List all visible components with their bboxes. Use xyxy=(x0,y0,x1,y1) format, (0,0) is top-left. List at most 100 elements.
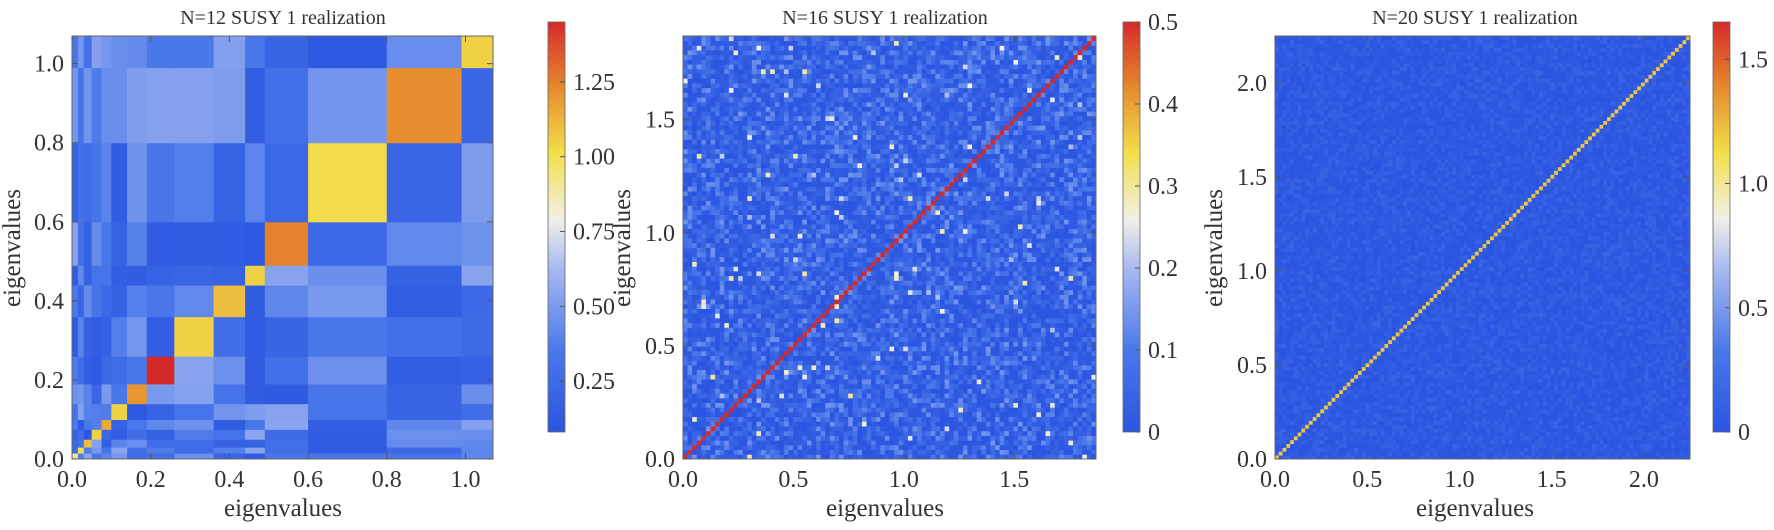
heatmap-cell xyxy=(976,416,982,422)
heatmap-cell xyxy=(990,341,996,347)
heatmap-cell xyxy=(1040,407,1046,413)
heatmap-cell xyxy=(861,219,867,225)
heatmap-cell xyxy=(733,275,739,281)
heatmap-cell xyxy=(788,294,794,300)
heatmap-cell xyxy=(696,444,702,450)
heatmap-cell xyxy=(999,252,1005,258)
heatmap-cell xyxy=(715,219,721,225)
heatmap-cell xyxy=(861,360,867,366)
heatmap-cell xyxy=(761,341,766,347)
heatmap-cell xyxy=(1082,219,1088,225)
heatmap-cell xyxy=(802,416,808,422)
heatmap-cell xyxy=(990,346,996,352)
heatmap-cell xyxy=(875,374,881,380)
heatmap-cell xyxy=(1022,421,1028,427)
heatmap-cell xyxy=(770,261,776,267)
heatmap-cell xyxy=(705,407,711,413)
heatmap-cell xyxy=(765,261,771,267)
heatmap-cell xyxy=(939,421,945,427)
heatmap-cell xyxy=(843,374,849,380)
heatmap-cell xyxy=(733,365,739,371)
heatmap-cell xyxy=(875,219,881,225)
heatmap-cell xyxy=(692,444,698,450)
heatmap-cell xyxy=(1068,393,1074,399)
heatmap-cell xyxy=(848,214,854,220)
heatmap-cell xyxy=(728,280,734,286)
heatmap-cell xyxy=(1073,271,1079,277)
heatmap-cell xyxy=(917,299,923,305)
heatmap-cell xyxy=(1086,332,1092,338)
heatmap-cell xyxy=(728,313,734,319)
heatmap-cell xyxy=(921,252,927,258)
heatmap-cell xyxy=(1073,449,1079,455)
heatmap-cell xyxy=(797,440,803,446)
heatmap-cell xyxy=(742,444,748,450)
heatmap-cell xyxy=(724,318,730,324)
heatmap-cell xyxy=(1063,402,1069,408)
heatmap-cell xyxy=(747,242,753,248)
heatmap-cell xyxy=(765,294,771,300)
heatmap-cell xyxy=(1054,365,1060,371)
heatmap-cell xyxy=(719,365,725,371)
heatmap-cell xyxy=(1036,393,1042,399)
heatmap-cell xyxy=(921,327,927,333)
heatmap-cell xyxy=(724,449,730,455)
heatmap-cell xyxy=(1054,318,1060,324)
heatmap-cell xyxy=(761,224,766,230)
heatmap-cell xyxy=(972,285,978,291)
heatmap-cell xyxy=(1050,397,1056,403)
heatmap-cell xyxy=(1073,393,1079,399)
heatmap-cell xyxy=(985,228,991,234)
heatmap-cell xyxy=(1031,374,1037,380)
heatmap-cell xyxy=(386,403,463,420)
heatmap-cell xyxy=(751,426,757,432)
heatmap-cell xyxy=(774,271,780,277)
heatmap-cell xyxy=(751,435,757,441)
heatmap-cell xyxy=(751,256,757,262)
heatmap-cell xyxy=(461,221,494,266)
heatmap-cell xyxy=(683,369,688,375)
heatmap-cell xyxy=(884,435,890,441)
heatmap-cell xyxy=(816,355,822,361)
heatmap-cell xyxy=(733,280,739,286)
heatmap-cell xyxy=(976,346,982,352)
heatmap-cell xyxy=(802,266,808,272)
heatmap-cell xyxy=(953,299,959,305)
heatmap-cell xyxy=(912,266,918,272)
heatmap-cell xyxy=(834,224,840,230)
heatmap-cell xyxy=(705,360,711,366)
heatmap-cell xyxy=(829,256,835,262)
heatmap-cell xyxy=(756,247,762,253)
heatmap-cell xyxy=(857,266,863,272)
heatmap-cell xyxy=(733,322,739,328)
heatmap-cell xyxy=(719,247,725,253)
heatmap-cell xyxy=(83,221,93,266)
heatmap-cell xyxy=(939,440,945,446)
heatmap-cell xyxy=(1063,346,1069,352)
heatmap-cell xyxy=(958,318,964,324)
heatmap-cell xyxy=(788,379,794,385)
heatmap-cell xyxy=(930,238,936,244)
heatmap-cell xyxy=(77,265,85,286)
heatmap-cell xyxy=(917,407,923,413)
heatmap-cell xyxy=(939,355,945,361)
heatmap-cell xyxy=(880,238,886,244)
heatmap-cell xyxy=(1050,350,1056,356)
heatmap-cell xyxy=(962,388,968,394)
heatmap-cell xyxy=(995,355,1001,361)
heatmap-cell xyxy=(880,327,886,333)
heatmap-cell xyxy=(852,214,858,220)
heatmap-cell xyxy=(687,271,693,277)
heatmap-cell xyxy=(1027,318,1033,324)
heatmap-cell xyxy=(1027,327,1033,333)
heatmap-cell xyxy=(1017,440,1023,446)
heatmap-cell xyxy=(733,242,739,248)
heatmap-cell xyxy=(1040,416,1046,422)
heatmap-cell xyxy=(1068,444,1074,450)
heatmap-cell xyxy=(871,308,877,314)
heatmap-cell xyxy=(719,336,725,342)
heatmap-cell xyxy=(903,440,909,446)
heatmap-cell xyxy=(1036,313,1042,319)
heatmap-cell xyxy=(917,440,923,446)
heatmap-cell xyxy=(687,214,693,220)
